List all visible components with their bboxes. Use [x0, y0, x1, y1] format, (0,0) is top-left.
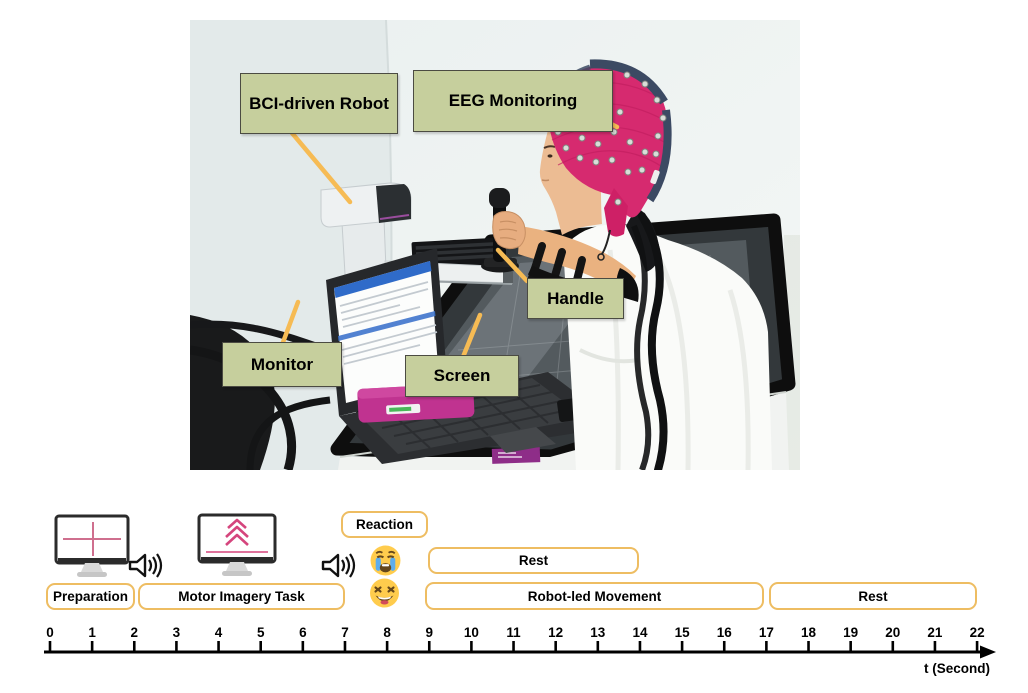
axis-tick-label: 13 [590, 625, 606, 640]
axis-tick-label: 19 [843, 625, 858, 640]
laughing-emoji-icon [368, 577, 401, 614]
axis-tick-label: 2 [131, 625, 139, 640]
phase-motor-imagery-task: Motor Imagery Task [138, 583, 345, 610]
axis-tick-label: 18 [801, 625, 817, 640]
axis-tick-label: 6 [299, 625, 307, 640]
axis-tick-label: 17 [759, 625, 774, 640]
arrow-cue-monitor-icon [197, 513, 277, 584]
phase-rest-end: Rest [769, 582, 977, 610]
axis-tick-label: 9 [426, 625, 434, 640]
axis-unit-label: t (Second) [924, 661, 990, 676]
phase-reaction: Reaction [341, 511, 428, 538]
phase-rest-mid: Rest [428, 547, 639, 574]
time-axis-svg: 0 1 2 3 4 5 6 7 8 9 10 11 12 13 14 15 16 17 18 19 20 21 22 [44, 625, 996, 659]
axis-tick-label: 8 [383, 625, 391, 640]
axis-tick-label: 15 [675, 625, 691, 640]
axis-tick-label: 1 [88, 625, 96, 640]
label-monitor: Monitor [222, 342, 342, 387]
axis-tick-label: 21 [927, 625, 943, 640]
axis-tick-label: 16 [717, 625, 733, 640]
axis-tick-label: 22 [970, 625, 985, 640]
phase-preparation: Preparation [46, 583, 135, 610]
phase-robot-led-movement: Robot-led Movement [425, 582, 764, 610]
label-handle: Handle [527, 278, 624, 319]
label-eeg-monitoring: EEG Monitoring [413, 70, 613, 132]
fixation-monitor-icon [54, 514, 130, 585]
crying-emoji-icon [369, 544, 402, 582]
axis-arrowhead [980, 645, 996, 659]
setup-photo: BCI-driven Robot EEG Monitoring Handle M… [190, 20, 800, 470]
axis-tick-label: 3 [173, 625, 181, 640]
axis-tick-label: 0 [46, 625, 54, 640]
axis-tick-label: 14 [632, 625, 648, 640]
speaker-icon [127, 551, 163, 585]
axis-tick-label: 20 [885, 625, 900, 640]
speaker-icon [320, 551, 356, 585]
axis-tick-label: 5 [257, 625, 265, 640]
axis-tick-label: 12 [548, 625, 563, 640]
axis-tick-label: 10 [464, 625, 479, 640]
axis-tick-label: 4 [215, 625, 223, 640]
label-screen: Screen [405, 355, 519, 397]
axis-tick-label: 7 [341, 625, 349, 640]
label-bci-driven-robot: BCI-driven Robot [240, 73, 398, 134]
axis-tick-label: 11 [506, 625, 521, 640]
hand [492, 211, 526, 250]
time-axis: 0 1 2 3 4 5 6 7 8 9 10 11 12 13 14 15 16 17 18 19 20 21 22 [0, 618, 1028, 693]
